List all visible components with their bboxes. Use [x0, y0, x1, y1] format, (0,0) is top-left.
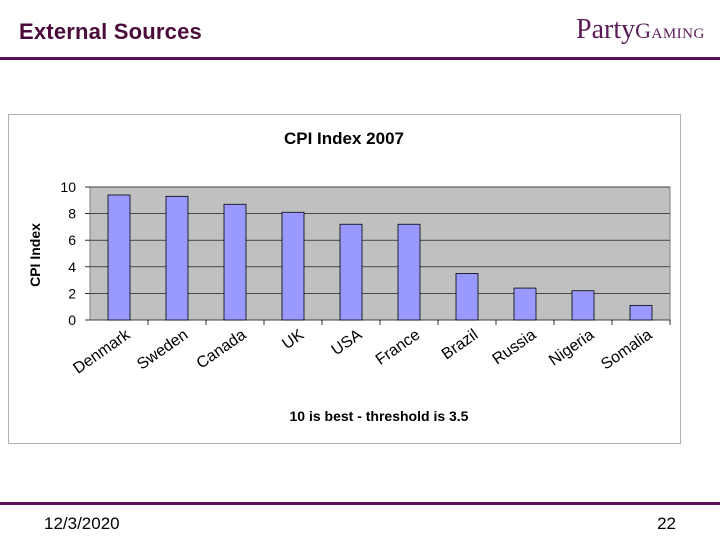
x-tick-label-sweden: Sweden	[134, 326, 191, 373]
bars	[107, 194, 653, 321]
y-tick-label: 10	[60, 179, 76, 195]
bar-russia	[513, 287, 537, 321]
bar-nigeria	[571, 290, 595, 321]
x-tick-label-usa: USA	[329, 326, 366, 359]
cpi-bar-chart: CPI Index 2007 0 2 4 6 8 10 Denmark Sweden Cana…	[27, 129, 671, 424]
y-tick-label: 4	[68, 259, 76, 275]
y-tick-label: 6	[68, 232, 76, 248]
header-divider	[0, 57, 720, 60]
y-axis-ticks: 0 2 4 6 8 10	[60, 179, 90, 328]
bar-usa	[339, 223, 363, 321]
x-tick-label-brazil: Brazil	[439, 326, 482, 363]
y-tick-label: 8	[68, 206, 76, 222]
x-tick-label-denmark: Denmark	[70, 326, 134, 378]
bar-brazil	[455, 273, 479, 321]
chart-frame: CPI Index 2007 0 2 4 6 8 10 Denmark Sweden Cana…	[8, 114, 681, 444]
bar-sweden	[165, 195, 189, 321]
logo-text-gaming: Gaming	[635, 18, 705, 43]
bar-denmark	[107, 194, 131, 321]
x-axis-label: 10 is best - threshold is 3.5	[290, 408, 469, 424]
x-tick-label-nigeria: Nigeria	[546, 326, 597, 369]
party-gaming-logo: PartyGaming	[576, 14, 705, 46]
x-tick-label-somalia: Somalia	[598, 326, 655, 373]
slide-title: External Sources	[19, 19, 202, 44]
bar-somalia	[629, 304, 653, 321]
x-axis-ticks: Denmark Sweden Canada UK USA France Brazil Russ…	[70, 320, 671, 378]
x-tick-label-canada: Canada	[194, 326, 250, 372]
y-tick-label: 0	[68, 312, 76, 328]
bar-france	[397, 223, 421, 321]
bar-uk	[281, 211, 305, 321]
x-tick-label-france: France	[373, 326, 424, 369]
y-axis-label: CPI Index	[27, 223, 43, 287]
footer-divider	[0, 502, 720, 505]
y-tick-label: 2	[68, 285, 76, 301]
bar-canada	[223, 203, 247, 321]
x-tick-label-russia: Russia	[489, 326, 539, 368]
chart-title: CPI Index 2007	[284, 129, 404, 148]
page-number: 22	[657, 514, 676, 533]
logo-text-party: Party	[576, 14, 636, 45]
footer-date: 12/3/2020	[44, 514, 120, 533]
x-tick-label-uk: UK	[279, 326, 307, 353]
